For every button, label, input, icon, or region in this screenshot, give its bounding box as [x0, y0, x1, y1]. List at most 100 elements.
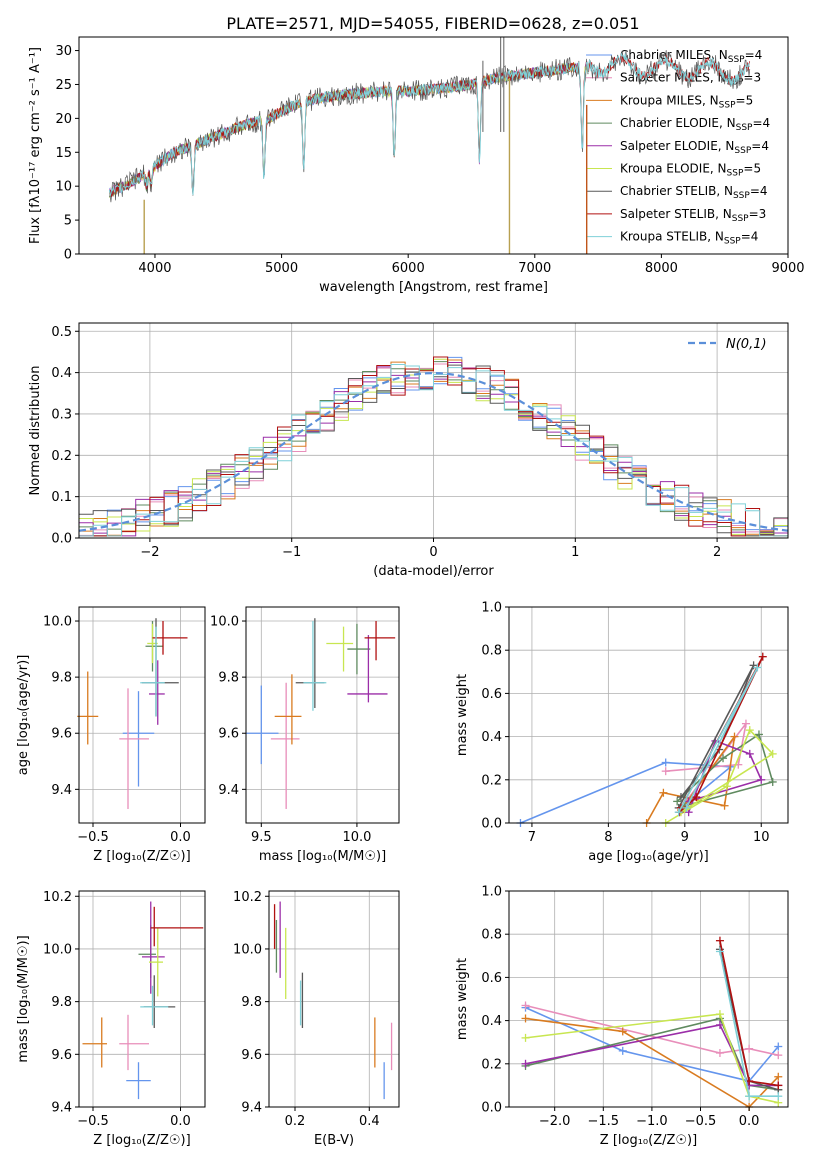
- x-axis-label: (data-model)/error: [373, 564, 494, 579]
- legend-nssp-value: =3: [749, 207, 767, 221]
- axes-frame: [78, 322, 789, 539]
- x-tick-label: 5000: [265, 261, 298, 276]
- weight_z-plot-area: [521, 936, 783, 1111]
- age_mass-panel: 9.5 10.0 9.4 9.6 9.8 10.0 mass [log₁₀(M/M☉)]: [210, 606, 400, 864]
- legend-nssp-value: =5: [743, 162, 761, 176]
- spectrum-line: [109, 62, 590, 198]
- mass_z-plot-area: [82, 901, 204, 1100]
- x-tick-label: 0.4: [359, 1114, 380, 1129]
- x-tick-label: 2: [713, 545, 721, 560]
- x-tick-label: 6000: [392, 261, 425, 276]
- spectrum-line: [109, 60, 590, 198]
- legend-subscript: SSP: [719, 100, 736, 110]
- x-tick-label: 9: [681, 830, 689, 845]
- age_mass-plot-area: [246, 618, 396, 809]
- legend-subscript: SSP: [724, 237, 741, 247]
- mass_z-panel: −0.5 0.0 9.4 9.6 9.8 10.0 10.2 Z [log₁₀(Z/Z☉)] m…: [16, 890, 206, 1148]
- legend-subscript: SSP: [727, 78, 744, 88]
- y-tick-label: 10.2: [233, 890, 262, 905]
- legend-entry: Kroupa STELIB, NSSP=4: [620, 230, 758, 247]
- y-tick-label: 0.4: [51, 366, 72, 381]
- y-tick-label: 20: [55, 112, 72, 127]
- y-tick-label: 9.8: [51, 671, 72, 686]
- x-axis-label: mass [log₁₀(M/M☉)]: [259, 849, 386, 864]
- axes-frame: [268, 890, 400, 1108]
- spectrum-line: [109, 50, 751, 203]
- legend-nssp-value: =5: [736, 93, 754, 107]
- legend-subscript: SSP: [733, 191, 750, 201]
- x-tick-label: −2.0: [539, 1114, 571, 1129]
- age_z-plot-area: [77, 618, 188, 809]
- x-tick-label: 10: [753, 830, 770, 845]
- x-tick-label: 0.0: [739, 1114, 760, 1129]
- x-tick-label: 4000: [138, 261, 171, 276]
- y-tick-label: 9.6: [241, 1048, 262, 1063]
- legend-entry: N(0,1): [726, 337, 767, 352]
- x-axis-label: wavelength [Angstrom, rest frame]: [319, 280, 548, 295]
- x-tick-label: −0.5: [685, 1114, 717, 1129]
- y-tick-label: 10.0: [43, 942, 72, 957]
- legend-entry: Chabrier MILES, NSSP=4: [620, 48, 762, 65]
- y-tick-label: 10: [55, 180, 72, 195]
- y-axis-label: Normed distribution: [28, 366, 43, 496]
- spectrum-panel: 4000 5000 6000 7000 8000 9000 0 5 10 15 20 25 30 wave…: [28, 36, 805, 295]
- y-tick-label: 5: [64, 214, 72, 229]
- y-tick-label: 1.0: [481, 601, 502, 616]
- x-tick-label: 0: [429, 545, 437, 560]
- x-tick-label: −1.5: [588, 1114, 620, 1129]
- legend-nssp-value: =4: [752, 116, 770, 130]
- axes-frame: [245, 606, 400, 824]
- x-tick-label: 0.2: [285, 1114, 306, 1129]
- weight_z-panel: −2.0 −1.5 −1.0 −0.5 0.0 0.0 0.2 0.4 0.6 0.8 1.0 Z […: [455, 885, 789, 1148]
- histogram-step: [79, 364, 788, 537]
- y-tick-label: 0.2: [51, 449, 72, 464]
- weight_age-panel: 7 8 9 10 0.0 0.2 0.4 0.6 0.8 1.0 age [log₁₀(age/yr…: [455, 601, 789, 864]
- y-tick-label: 25: [55, 78, 72, 93]
- y-tick-label: 9.4: [51, 783, 72, 798]
- x-tick-label: 9000: [771, 261, 804, 276]
- hist-panel: −2 −1 0 1 2 0.0 0.1 0.2 0.3 0.4 0.5 (data-model)/er…: [28, 322, 789, 579]
- y-tick-label: 0: [64, 248, 72, 263]
- spectrum-line: [109, 62, 590, 198]
- spectrum-line: [108, 52, 751, 198]
- y-tick-label: 0.0: [481, 1101, 502, 1116]
- legend-subscript: SSP: [728, 55, 745, 65]
- y-tick-label: 9.8: [241, 995, 262, 1010]
- y-tick-label: 30: [55, 44, 72, 59]
- x-tick-label: −1.0: [636, 1114, 668, 1129]
- legend-entry: Salpeter STELIB, NSSP=3: [620, 207, 766, 224]
- legend-entry: Salpeter ELODIE, NSSP=4: [620, 139, 769, 156]
- weight-line: [525, 1013, 779, 1104]
- axes-frame: [78, 890, 206, 1108]
- y-tick-label: 10.0: [210, 615, 239, 630]
- legend-subscript: SSP: [734, 146, 751, 156]
- y-tick-label: 0.2: [481, 773, 502, 788]
- weight-line: [525, 1017, 779, 1109]
- spectrum-line: [109, 62, 590, 197]
- x-tick-label: 9.5: [251, 830, 272, 845]
- spectrum-line: [109, 62, 590, 197]
- y-tick-label: 10.0: [43, 615, 72, 630]
- y-tick-label: 9.4: [218, 783, 239, 798]
- axes-frame: [78, 606, 206, 824]
- y-axis-label: mass weight: [455, 674, 470, 756]
- y-tick-label: 0.5: [51, 325, 72, 340]
- legend-subscript: SSP: [736, 123, 753, 133]
- y-tick-label: 9.8: [218, 671, 239, 686]
- legend-entry: Chabrier STELIB, NSSP=4: [620, 184, 768, 201]
- weight-line: [525, 1006, 779, 1082]
- x-tick-label: 8000: [645, 261, 678, 276]
- legend-entry: Kroupa MILES, NSSP=5: [620, 93, 753, 110]
- mass_ebv-panel: 0.2 0.4 9.4 9.6 9.8 10.0 10.2 E(B-V): [233, 890, 400, 1148]
- y-tick-label: 9.8: [51, 995, 72, 1010]
- y-tick-label: 0.2: [481, 1057, 502, 1072]
- x-axis-label: E(B-V): [314, 1133, 354, 1148]
- y-tick-label: 0.1: [51, 490, 72, 505]
- gaussian-curve: [78, 371, 789, 532]
- y-tick-label: 15: [55, 146, 72, 161]
- weight-line: [520, 761, 733, 824]
- legend-entry: Chabrier ELODIE, NSSP=4: [620, 116, 770, 133]
- legend-entry: Kroupa ELODIE, NSSP=5: [620, 162, 761, 179]
- y-tick-label: 0.0: [481, 817, 502, 832]
